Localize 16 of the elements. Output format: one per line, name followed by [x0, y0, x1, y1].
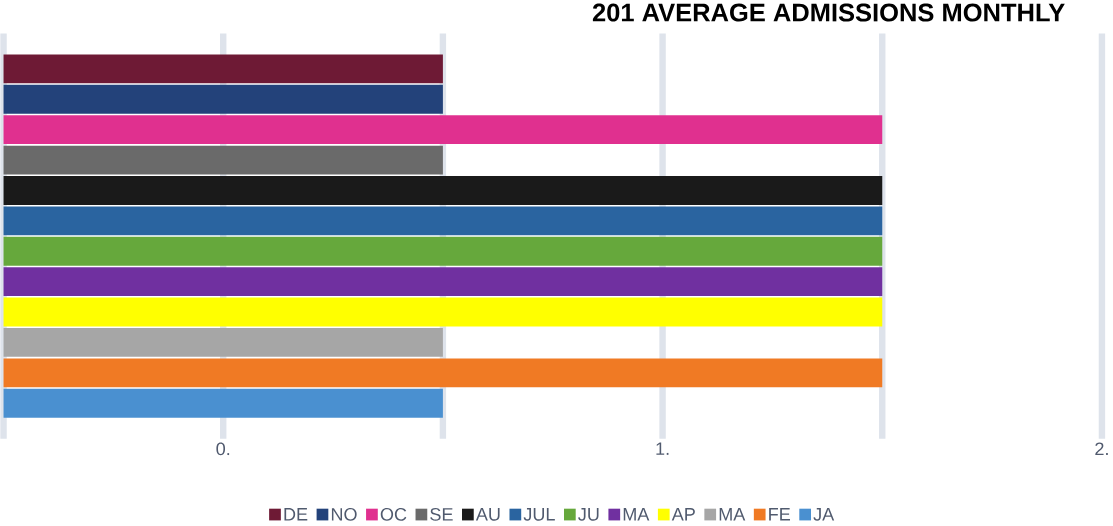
legend-label: OC: [380, 507, 407, 521]
legend-label: FE: [769, 507, 790, 521]
x-tick-label: 1.: [656, 442, 669, 455]
legend-label: JU: [578, 507, 599, 521]
legend-label: JA: [813, 507, 835, 521]
legend-label: AU: [475, 507, 500, 521]
legend-label: MA: [719, 507, 746, 521]
legend-label: AP: [671, 507, 695, 521]
legend-label: DE: [284, 507, 308, 521]
chart-title: 201 AVERAGE ADMISSIONS MONTHLY: [592, 3, 1065, 22]
legend-label: JUL: [523, 507, 555, 521]
x-tick-label: 0.: [216, 442, 230, 456]
legend-label: SE: [430, 507, 453, 521]
legend-label: NO: [331, 507, 357, 521]
x-tick-label: 2.: [1095, 442, 1108, 455]
legend-label: MA: [623, 507, 650, 521]
